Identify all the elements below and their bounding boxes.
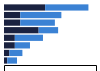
bars bbox=[4, 4, 88, 63]
bar bbox=[9, 50, 22, 56]
chart bbox=[0, 0, 100, 71]
bar bbox=[4, 4, 45, 10]
bar bbox=[4, 12, 20, 18]
bar bbox=[15, 42, 30, 48]
bar bbox=[4, 57, 7, 63]
bar bbox=[4, 50, 9, 56]
axis-line bbox=[5, 66, 97, 71]
bar bbox=[15, 35, 43, 41]
bar bbox=[4, 42, 15, 48]
bar bbox=[45, 4, 88, 10]
bar bbox=[20, 20, 55, 26]
bar bbox=[4, 35, 15, 41]
value-axis bbox=[5, 66, 97, 71]
series bbox=[7, 4, 88, 63]
bar bbox=[39, 27, 58, 33]
bar bbox=[4, 20, 20, 26]
bar bbox=[20, 12, 61, 18]
plot-area bbox=[4, 4, 97, 71]
bar bbox=[4, 27, 39, 33]
bar bbox=[7, 57, 17, 63]
